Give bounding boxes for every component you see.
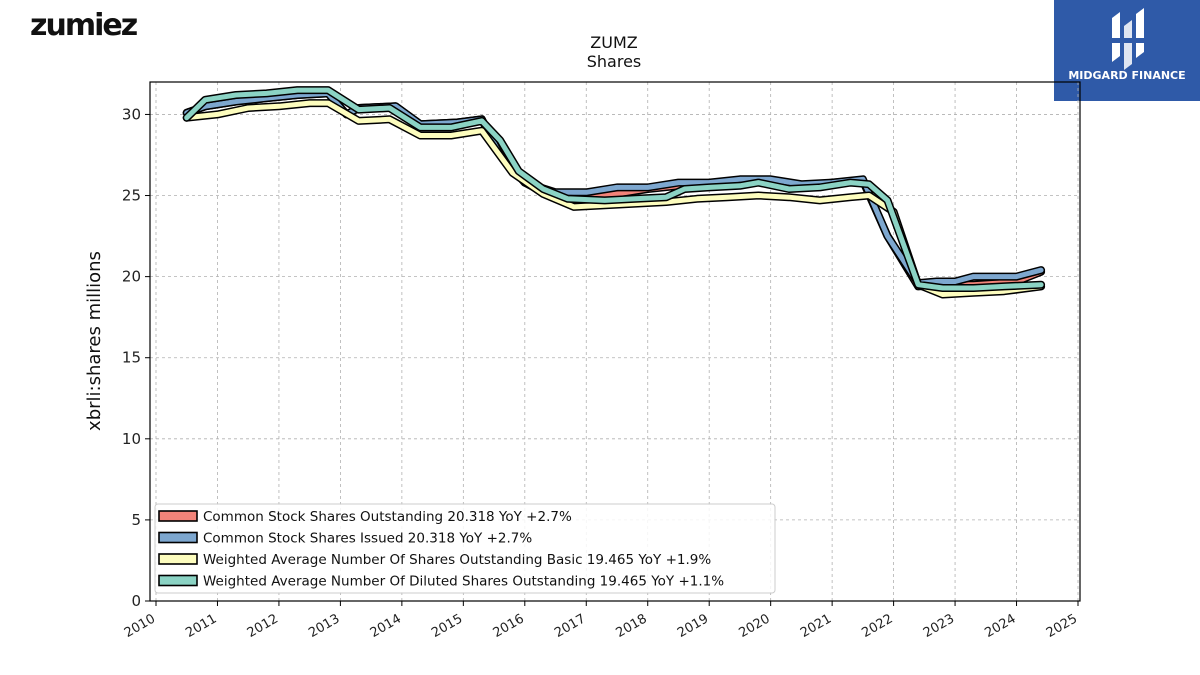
legend: Common Stock Shares Outstanding 20.318 Y…: [154, 503, 776, 594]
x-tick-label: 2023: [921, 611, 957, 641]
x-tick-label: 2022: [859, 611, 895, 641]
legend-label: Common Stock Shares Outstanding 20.318 Y…: [203, 509, 572, 525]
legend-label: Weighted Average Number Of Shares Outsta…: [203, 552, 711, 568]
chart-title: ZUMZ: [590, 33, 637, 52]
y-tick-label: 0: [131, 592, 141, 610]
y-tick-label: 5: [131, 511, 141, 529]
y-tick-label: 10: [122, 430, 141, 448]
legend-swatch: [158, 531, 198, 544]
legend-box: [154, 503, 776, 594]
plot-frame: [149, 81, 1081, 602]
x-tick-label: 2015: [429, 611, 465, 641]
x-tick-label: 2019: [675, 611, 711, 641]
series-line: [184, 87, 1044, 291]
legend-swatch: [158, 510, 198, 522]
x-tick-label: 2025: [1044, 611, 1080, 641]
legend-label: Common Stock Shares Issued 20.318 YoY +2…: [203, 531, 532, 547]
series-line: [184, 90, 1044, 286]
legend-swatch: [158, 553, 198, 565]
x-tick-label: 2013: [306, 611, 342, 641]
zumiez-logo: zumiez: [30, 8, 138, 43]
x-tick-label: 2018: [614, 611, 650, 641]
y-tick-label: 30: [122, 105, 141, 123]
x-tick-label: 2017: [552, 611, 588, 641]
x-tick-label: 2024: [982, 611, 1018, 641]
legend-swatch: [158, 574, 198, 587]
x-tick-label: 2020: [737, 611, 773, 641]
midgard-logo-icon: [1108, 8, 1148, 70]
y-axis-label: xbrli:shares millions: [84, 251, 105, 431]
x-tick-label: 2010: [122, 611, 158, 641]
y-tick-label: 15: [122, 349, 141, 367]
series-lines: [182, 86, 1046, 299]
y-tick-label: 20: [122, 268, 141, 286]
x-tick-label: 2014: [368, 611, 404, 641]
legend-label: Weighted Average Number Of Diluted Share…: [203, 574, 724, 590]
x-tick-label: 2016: [491, 611, 527, 641]
y-tick-label: 25: [122, 187, 141, 205]
x-tick-label: 2011: [183, 611, 219, 641]
x-tick-label: 2012: [245, 611, 281, 641]
x-tick-label: 2021: [798, 611, 834, 641]
chart-subtitle: Shares: [587, 52, 642, 71]
badge-label: MIDGARD FINANCE: [1068, 69, 1186, 82]
